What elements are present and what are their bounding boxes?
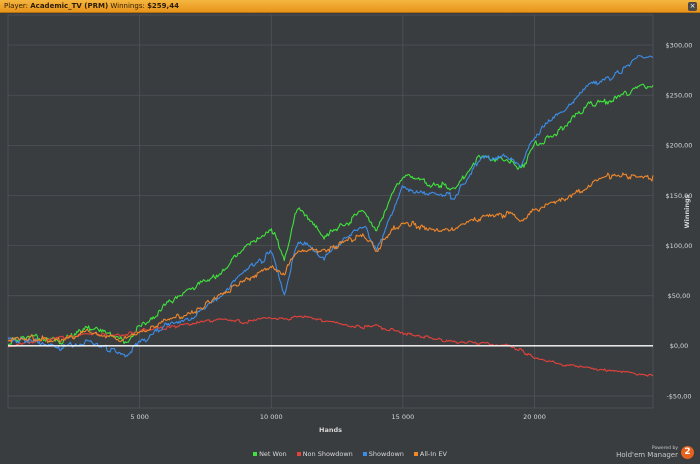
tick-labels: 5 000 10 000 15 000 20 000 -$50,00 $0,00 $50,0… <box>130 41 692 421</box>
y-tick-label: $200,00 <box>666 142 693 150</box>
legend-swatch <box>362 452 367 456</box>
legend-swatch <box>296 452 301 456</box>
product-name: Hold'em Manager <box>616 451 678 459</box>
y-tick-label: $300,00 <box>666 41 693 49</box>
winnings-value: $259,44 <box>147 2 179 10</box>
x-tick-label: 15 000 <box>392 413 415 421</box>
legend-item[interactable]: Non Showdown <box>296 449 353 459</box>
chart-area: 5 000 10 000 15 000 20 000 -$50,00 $0,00 $50,0… <box>0 13 700 460</box>
series-line-all-in-ev <box>7 172 654 344</box>
legend-swatch <box>253 452 258 456</box>
legend-label: Net Won <box>259 450 287 458</box>
hm2-logo-icon: 2 <box>681 446 694 459</box>
legend-label: All-In EV <box>419 450 447 458</box>
legend-label: Non Showdown <box>302 450 353 458</box>
y-tick-label: $250,00 <box>666 92 693 100</box>
legend-swatch <box>413 452 418 456</box>
grid-lines <box>7 14 654 409</box>
brand-logo: Powered by Hold'em Manager 2 <box>616 441 694 459</box>
chart-legend: Net Won Non Showdown Showdown All-In EV <box>0 449 700 459</box>
series-line-showdown <box>7 54 654 358</box>
title-bar: Player: Academic_TV (PRM) Winnings: $259… <box>0 0 700 13</box>
winnings-chart: 5 000 10 000 15 000 20 000 -$50,00 $0,00 $50,0… <box>7 14 692 434</box>
player-info: Player: Academic_TV (PRM) Winnings: $259… <box>4 0 179 12</box>
x-tick-label: 5 000 <box>130 413 149 421</box>
y-tick-label: $50,00 <box>668 292 691 300</box>
x-tick-label: 20 000 <box>523 413 546 421</box>
winnings-label: Winnings: <box>110 2 145 10</box>
legend-item[interactable]: Showdown <box>362 449 404 459</box>
player-name: Academic_TV (PRM) <box>30 2 109 10</box>
x-axis-label: Hands <box>319 426 342 434</box>
close-icon[interactable]: × <box>688 1 697 11</box>
series-line-net-won <box>7 83 654 346</box>
x-tick-label: 10 000 <box>260 413 283 421</box>
y-axis-label: Winnings <box>683 194 691 228</box>
series-lines <box>7 54 654 377</box>
y-tick-label: -$50,00 <box>666 392 691 400</box>
legend-item[interactable]: All-In EV <box>413 449 447 459</box>
player-label: Player: <box>4 2 29 10</box>
powered-by-text: Powered by <box>651 446 678 451</box>
y-tick-label: $0,00 <box>670 342 689 350</box>
series-line-non-showdown <box>7 315 654 377</box>
legend-item[interactable]: Net Won <box>253 449 287 459</box>
plot-frame <box>7 14 654 409</box>
y-tick-label: $150,00 <box>666 192 693 200</box>
legend-label: Showdown <box>368 450 404 458</box>
y-tick-label: $100,00 <box>666 242 693 250</box>
